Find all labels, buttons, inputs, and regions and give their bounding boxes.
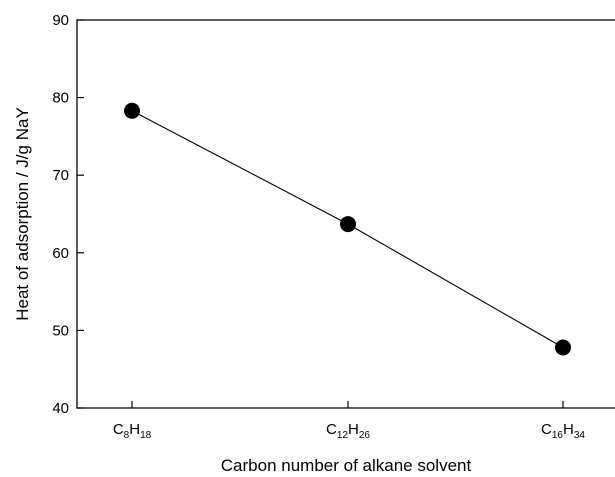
y-ticks: 40 50 60 70 80 90 [52, 12, 84, 417]
formula-part: 16 [552, 430, 564, 441]
plot-frame [76, 19, 615, 409]
formula-part: 8 [124, 430, 130, 441]
formula-part: C [541, 421, 552, 438]
data-point [340, 216, 356, 233]
formula-part: 34 [574, 430, 586, 441]
formula-part: 26 [359, 430, 371, 441]
y-axis-title: Heat of adsorption / J/g NaY [13, 107, 32, 321]
y-tick-label: 90 [52, 12, 69, 29]
x-tick-label: C12H26 [326, 421, 370, 441]
formula-part: 12 [337, 430, 349, 441]
formula-part: C [113, 421, 124, 438]
y-tick-label: 40 [52, 400, 69, 417]
x-tick-label: C8H18 [113, 421, 152, 441]
x-tick-label: C16H34 [541, 421, 585, 441]
formula-part: H [129, 421, 140, 438]
x-ticks: C8H18 C12H26 C16H34 [113, 401, 585, 441]
formula-part: H [563, 421, 574, 438]
data-point [555, 339, 571, 356]
series [124, 102, 571, 356]
y-tick-label: 60 [52, 245, 69, 262]
formula-part: 18 [140, 430, 152, 441]
x-axis-title: Carbon number of alkane solvent [221, 456, 472, 475]
y-tick-label: 80 [52, 90, 69, 107]
formula-part: H [348, 421, 359, 438]
y-tick-label: 70 [52, 167, 69, 184]
y-tick-label: 50 [52, 322, 69, 339]
formula-part: C [326, 421, 337, 438]
axes [76, 19, 615, 409]
data-point [124, 102, 140, 119]
